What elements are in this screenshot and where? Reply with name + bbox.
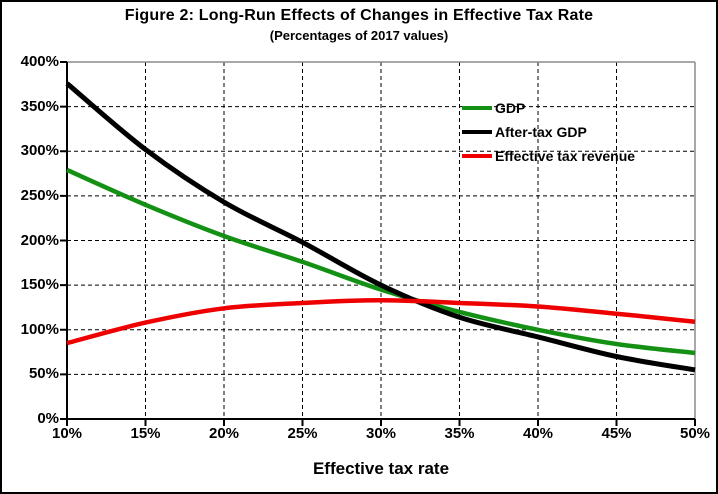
y-tick-label: 300% (20, 142, 59, 160)
x-tick-label: 15% (130, 425, 161, 442)
legend-item-gdp: GDP (462, 96, 635, 120)
gdp-line-swatch (462, 106, 492, 110)
y-tick-label: 250% (20, 186, 59, 204)
x-tick-label: 50% (679, 425, 711, 442)
chart-title: Figure 2: Long-Run Effects of Changes in… (124, 7, 594, 24)
y-tick-label: 350% (20, 97, 59, 115)
y-tick-label: 0% (37, 410, 59, 427)
x-tick-label: 40% (522, 425, 554, 442)
x-tick-label: 45% (601, 425, 632, 442)
legend-label-after-tax-gdp: After-tax GDP (495, 124, 587, 140)
after-tax-gdp-line-swatch (462, 130, 492, 134)
y-tick-label: 150% (20, 276, 59, 294)
x-tick-label: 10% (51, 425, 83, 442)
legend-label-effective-tax-revenue: Effective tax revenue (495, 148, 636, 164)
after-tax-gdp-curve (65, 81, 696, 373)
y-tick-label: 50% (28, 365, 59, 383)
legend-item-after-tax-gdp: After-tax GDP (462, 120, 635, 144)
x-axis-title: Effective tax rate (312, 459, 450, 478)
y-tick-label: 400% (20, 53, 59, 70)
x-tick-label: 30% (365, 425, 397, 442)
x-tick-label: 35% (444, 425, 475, 442)
x-tick-label: 20% (208, 425, 240, 442)
y-tick-label: 200% (20, 231, 59, 249)
legend-item-effective-tax-revenue: Effective tax revenue (462, 144, 635, 168)
effective-tax-revenue-line-swatch (462, 154, 492, 158)
legend-label-gdp: GDP (495, 100, 526, 116)
gdp-curve (66, 167, 696, 356)
y-tick-label: 100% (20, 320, 59, 338)
legend: GDP After-tax GDP Effective tax revenue (462, 96, 635, 168)
chart-subtitle: (Percentages of 2017 values) (269, 28, 449, 43)
x-tick-label: 25% (287, 425, 318, 442)
effective-tax-revenue-curve (66, 298, 696, 346)
